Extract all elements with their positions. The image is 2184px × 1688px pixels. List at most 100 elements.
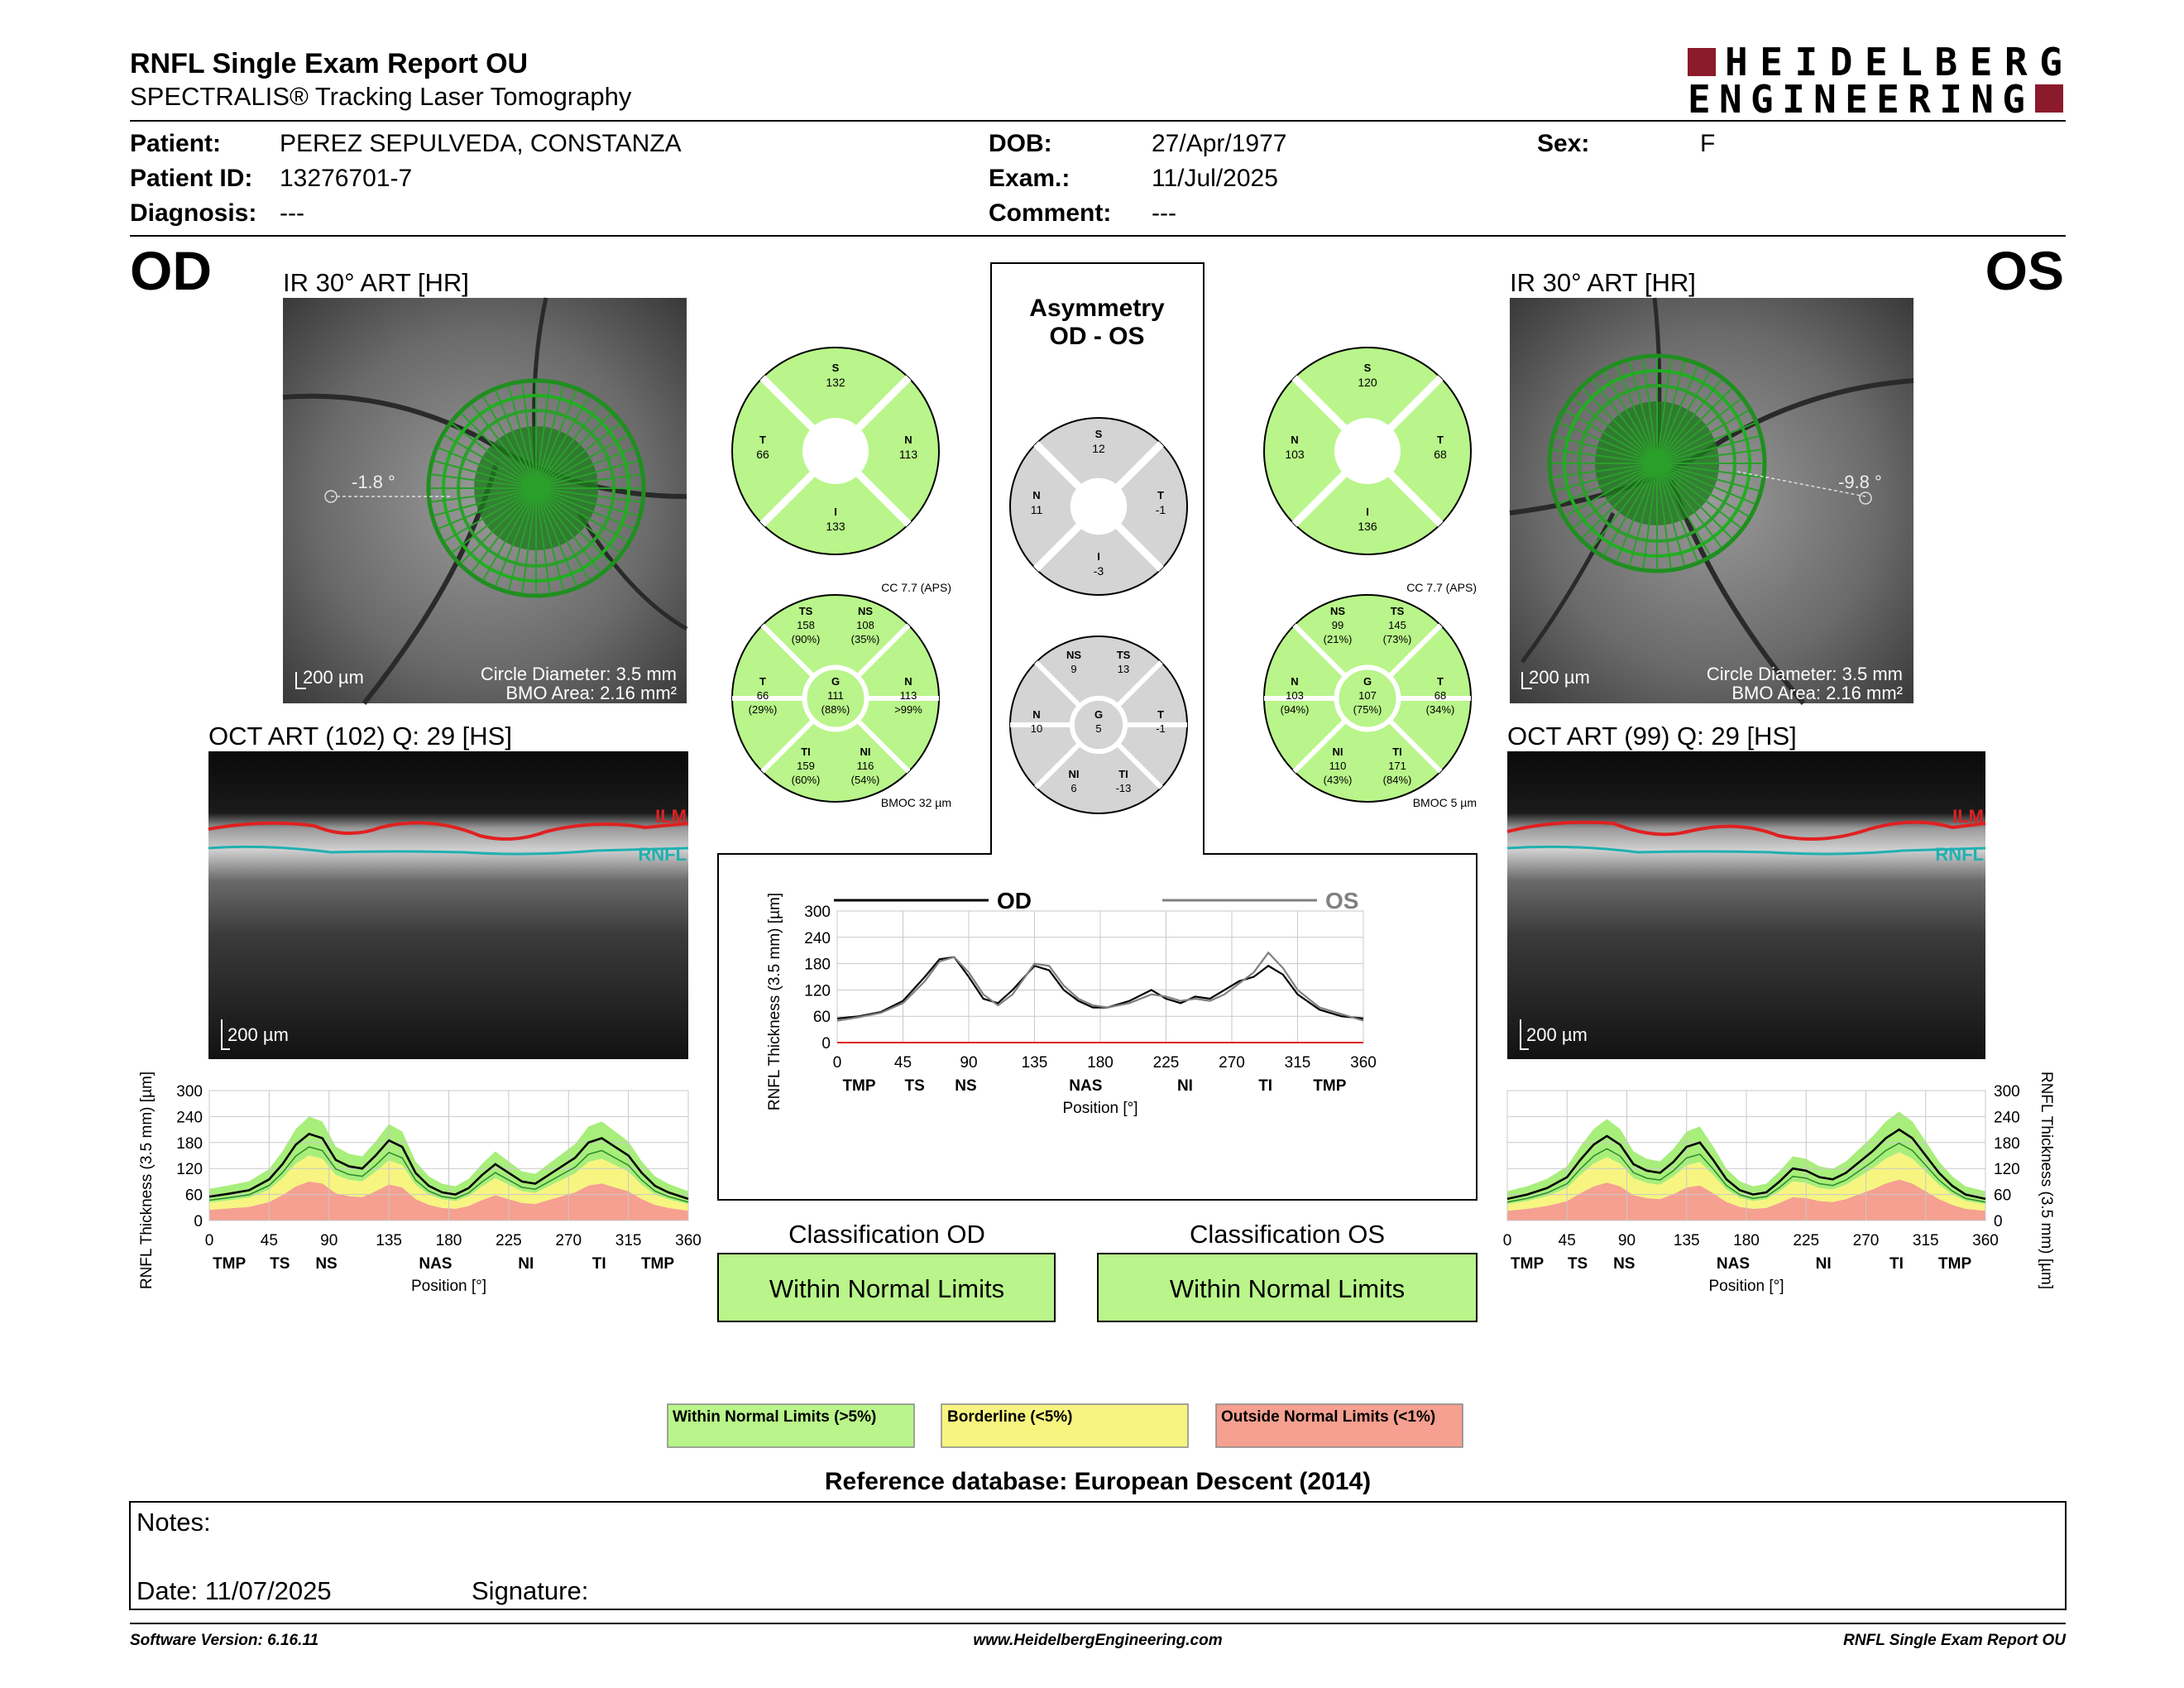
scan-spoke <box>1656 365 1698 464</box>
scan-spoke <box>535 487 577 587</box>
od-fundus-scale: 200 µm <box>303 667 364 688</box>
scan-spoke <box>443 434 537 489</box>
legend-bl: Borderline (<5%) <box>947 1408 1073 1426</box>
asym-sector-s-label: S <box>1095 428 1103 440</box>
os-sector6-ti-line1: 171 <box>1388 760 1406 772</box>
os-sector6-ni-line0: NI <box>1333 746 1343 758</box>
scan-spoke <box>1581 387 1658 464</box>
footer-website[interactable]: www.HeidelbergEngineering.com <box>973 1632 1222 1649</box>
scan-spoke <box>535 396 590 489</box>
scan-spoke <box>495 390 537 489</box>
os-sector-hole <box>1334 418 1401 484</box>
os-oct-title: OCT ART (99) Q: 29 [HS] <box>1507 722 1797 750</box>
x-tick-label: 270 <box>1853 1232 1880 1249</box>
scan-spoke <box>1656 463 1760 492</box>
os-classification-title: Classification OS <box>1190 1220 1385 1249</box>
scan-spoke <box>507 386 537 489</box>
od-sector-n-label: N <box>904 434 912 446</box>
scan-spoke <box>535 487 639 517</box>
od-eye-label: OD <box>130 240 212 301</box>
os-sector-chart-4: 120 103 68 136 S N T I <box>1263 347 1472 555</box>
os-sector-n-label: N <box>1291 434 1298 446</box>
asym-sector-n-value: 11 <box>1031 503 1043 516</box>
os-classification-box <box>1097 1253 1478 1322</box>
os-sector-i-label: I <box>1366 506 1369 518</box>
asym-sector-t-label: T <box>1157 489 1164 501</box>
od-sector6-n-line2: >99% <box>894 703 922 716</box>
od-sector6-ns-line0: NS <box>858 605 873 617</box>
scan-spoke <box>443 487 537 542</box>
y-tick-label: 300 <box>1994 1083 2020 1101</box>
x-tick-label: 0 <box>833 1054 842 1072</box>
os-sector6-ns-line1: 99 <box>1332 619 1343 631</box>
x-tick-label: 315 <box>615 1232 642 1249</box>
scan-spoke <box>1656 410 1750 464</box>
y-tick-label: 300 <box>176 1083 203 1101</box>
od-sector-t-value: 66 <box>756 448 769 461</box>
sector-label: NI <box>1816 1255 1832 1273</box>
od-ilm-label: ILM <box>655 806 687 827</box>
od-sector-chart-6: TS158(90%)NS108(35%)T66(29%)G111(88%)N11… <box>731 594 940 803</box>
os-eye-label: OS <box>1985 240 2064 301</box>
x-tick-label: 225 <box>1153 1054 1180 1072</box>
scan-spoke <box>1656 387 1733 464</box>
os-bmoc: BMOC 5 µm <box>1413 796 1477 809</box>
scan-spoke <box>430 473 537 489</box>
report-subtitle: SPECTRALIS® Tracking Laser Tomography <box>130 82 632 111</box>
sector-label: TMP <box>1313 1077 1346 1095</box>
scan-spoke <box>1642 357 1658 464</box>
od-sector6-g-line0: G <box>831 675 840 688</box>
x-tick-label: 270 <box>1219 1054 1245 1072</box>
scan-spoke <box>1564 463 1658 517</box>
scan-spoke <box>535 487 551 594</box>
reference-database: Reference database: European Descent (20… <box>825 1468 1371 1495</box>
sector-label: TS <box>270 1255 290 1273</box>
od-oct-scale: 200 µm <box>228 1024 289 1045</box>
scan-spoke <box>1656 378 1722 464</box>
os-sector6-g-line0: G <box>1363 675 1372 688</box>
os-oct-scale: 200 µm <box>1526 1024 1588 1045</box>
scan-spoke <box>1559 422 1658 464</box>
os-bmo-area: BMO Area: 2.16 mm² <box>1731 683 1903 703</box>
od-oct-title: OCT ART (102) Q: 29 [HS] <box>208 722 512 750</box>
sector-label: TI <box>1258 1077 1272 1095</box>
scan-spoke <box>1616 463 1658 562</box>
y-tick-label: 60 <box>1994 1187 2011 1205</box>
scan-spoke <box>535 487 601 573</box>
asym-sector6-ti-line1: -13 <box>1116 782 1132 794</box>
x-tick-label: 225 <box>1793 1232 1819 1249</box>
os-sector6-n-line2: (94%) <box>1281 703 1310 716</box>
patient-id: 13276701-7 <box>280 165 412 192</box>
comment: --- <box>1152 199 1176 227</box>
scan-spoke <box>482 487 537 581</box>
os-sector6-n-line0: N <box>1291 675 1298 688</box>
exam-label: Exam.: <box>989 165 1070 192</box>
y-tick-label: 240 <box>176 1109 203 1126</box>
od-sector-chart-4: 132 66 113 133 S T N I <box>731 347 940 555</box>
sex-label: Sex: <box>1537 130 1589 157</box>
od-sector6-ti-line0: TI <box>801 746 811 758</box>
asym-sector6-n-line1: 10 <box>1031 722 1042 735</box>
x-axis-label: Position [°] <box>1708 1278 1784 1295</box>
os-oct-bscan: ILM RNFL 200 µm <box>1506 751 1986 1059</box>
x-tick-label: 315 <box>1285 1054 1311 1072</box>
scan-spoke <box>433 487 537 517</box>
sector-label: TI <box>1889 1255 1904 1273</box>
normal-mean-line <box>208 1146 689 1203</box>
scan-spoke <box>1656 463 1722 549</box>
logo-line2: ENGINEERING <box>1688 77 2027 122</box>
os-sector6-ti-line0: TI <box>1392 746 1402 758</box>
y-tick-label: 240 <box>804 930 831 947</box>
legend-onl-box <box>1215 1403 1463 1448</box>
od-sector6-ts-line2: (90%) <box>792 633 821 645</box>
scan-spoke <box>1656 434 1760 464</box>
od-cc: CC 7.7 (APS) <box>881 581 951 594</box>
asym-sector-s-value: 12 <box>1092 442 1105 455</box>
asym-sector6-g-line0: G <box>1094 708 1103 721</box>
x-tick-label: 180 <box>1087 1054 1114 1072</box>
asym-sector6-global <box>1069 695 1128 755</box>
x-tick-label: 360 <box>675 1232 702 1249</box>
sector-label: NS <box>955 1077 976 1095</box>
od-ir-title: IR 30° ART [HR] <box>283 268 469 297</box>
